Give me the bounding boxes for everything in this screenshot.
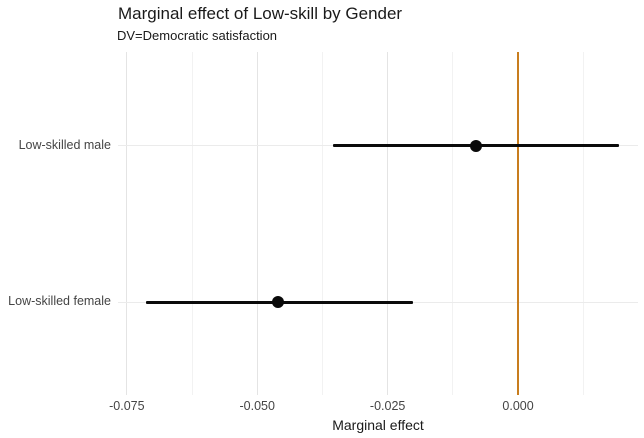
y-category-label: Low-skilled male bbox=[18, 137, 111, 152]
gridline-major bbox=[256, 52, 258, 395]
gridline-major bbox=[126, 52, 128, 395]
x-tick-label: -0.075 bbox=[109, 399, 145, 413]
gridline-minor bbox=[452, 52, 454, 395]
x-tick-label: -0.050 bbox=[239, 399, 275, 413]
y-category-label: Low-skilled female bbox=[8, 294, 111, 309]
point-estimate-dot bbox=[272, 296, 285, 309]
x-axis-title: Marginal effect bbox=[332, 417, 424, 433]
x-tick-label: -0.025 bbox=[369, 399, 406, 413]
gridline-major bbox=[387, 52, 389, 395]
plot-panel bbox=[118, 52, 638, 395]
x-tick-label: 0.000 bbox=[502, 399, 534, 413]
plot-subtitle: DV=Democratic satisfaction bbox=[117, 28, 278, 43]
zero-reference-line bbox=[517, 52, 520, 395]
point-estimate-dot bbox=[469, 139, 482, 152]
gridline-minor bbox=[582, 52, 584, 395]
gridline-minor bbox=[191, 52, 193, 395]
gridline-minor bbox=[321, 52, 323, 395]
plot-title: Marginal effect of Low-skill by Gender bbox=[118, 4, 403, 23]
